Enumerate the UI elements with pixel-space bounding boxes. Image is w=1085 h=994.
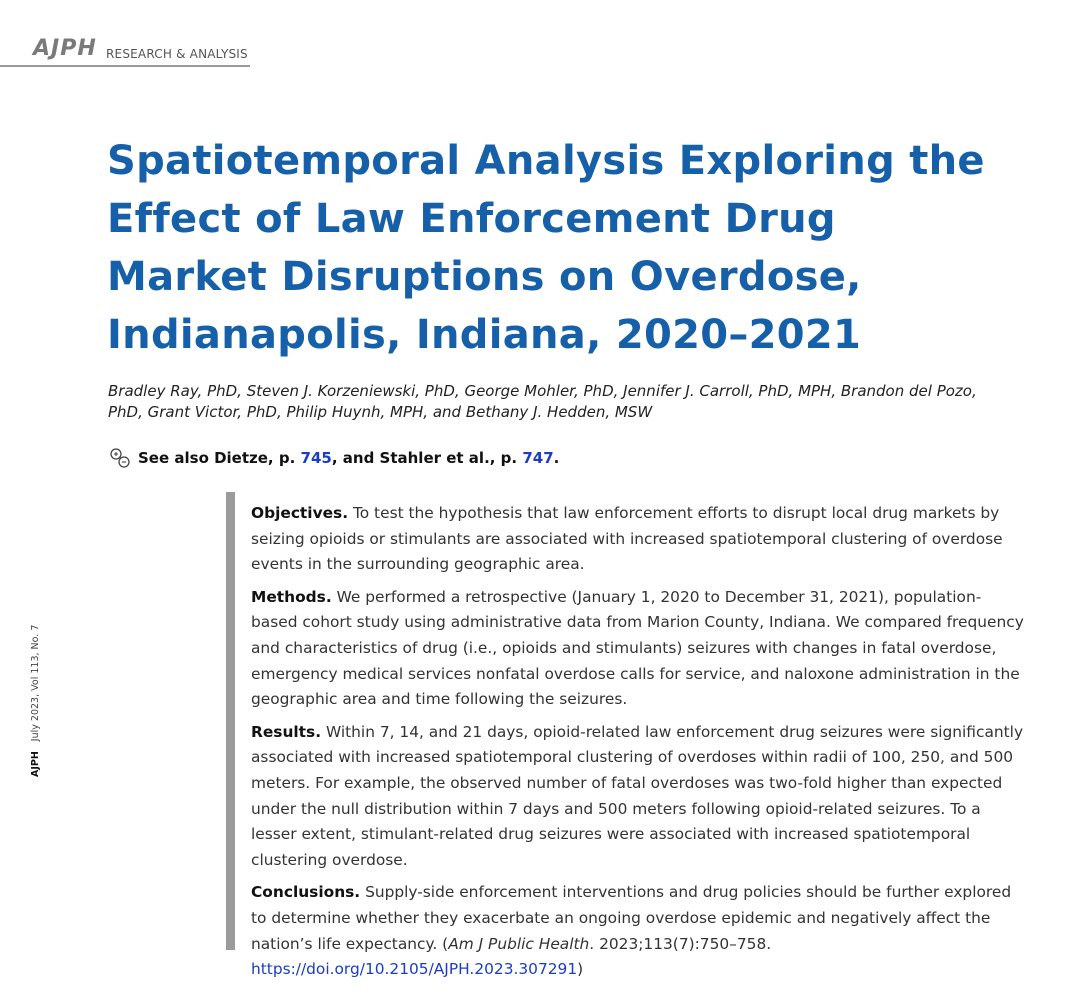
article-title: Spatiotemporal Analysis Exploring the Ef… [107, 138, 985, 358]
see-also-line: See also Dietze, p. 745, and Stahler et … [108, 446, 559, 470]
doi-link[interactable]: https://doi.org/10.2105/AJPH.2023.307291 [251, 960, 578, 979]
abstract-conclusions: Conclusions. Supply-side enforcement int… [251, 880, 1026, 982]
see-also-prefix: See also Dietze, p. [138, 449, 296, 467]
results-text: Within 7, 14, and 21 days, opioid-relate… [251, 722, 1024, 869]
see-also-page-link-1[interactable]: 745 [300, 449, 332, 467]
author-list: Bradley Ray, PhD, Steven J. Korzeniewski… [108, 382, 977, 421]
citation-end: ) [577, 960, 584, 979]
conclusions-text: Supply-side enforcement interventions an… [251, 883, 1012, 953]
citation-details: . 2023;113(7):750–758. [589, 934, 772, 953]
see-also-page-link-2[interactable]: 747 [522, 449, 554, 467]
methods-text: We performed a retrospective (January 1,… [251, 587, 1024, 709]
side-issue: July 2023, Vol 113, No. 7 [30, 624, 41, 742]
results-label: Results. [251, 722, 322, 741]
abstract: Objectives. To test the hypothesis that … [251, 501, 1026, 990]
abstract-objectives: Objectives. To test the hypothesis that … [251, 501, 1026, 578]
see-also-middle: , and Stahler et al., p. [331, 449, 518, 467]
objectives-label: Objectives. [251, 504, 349, 522]
running-header: AJPH RESEARCH & ANALYSIS [0, 34, 260, 70]
methods-label: Methods. [251, 587, 332, 606]
linked-articles-icon [110, 448, 130, 468]
see-also-suffix: . [553, 449, 560, 467]
header-rule [0, 65, 250, 67]
section-label: RESEARCH & ANALYSIS [106, 47, 248, 61]
side-running-text: AJPH July 2023, Vol 113, No. 7 [30, 625, 41, 777]
journal-logo: AJPH [33, 36, 97, 61]
abstract-sidebar-rule [226, 492, 235, 950]
side-journal: AJPH [30, 751, 41, 777]
objectives-text: To test the hypothesis that law enforcem… [251, 504, 1003, 574]
citation-journal: Am J Public Health [448, 934, 590, 953]
abstract-results: Results. Within 7, 14, and 21 days, opio… [251, 720, 1026, 874]
conclusions-label: Conclusions. [251, 883, 361, 902]
abstract-methods: Methods. We performed a retrospective (J… [251, 585, 1026, 713]
